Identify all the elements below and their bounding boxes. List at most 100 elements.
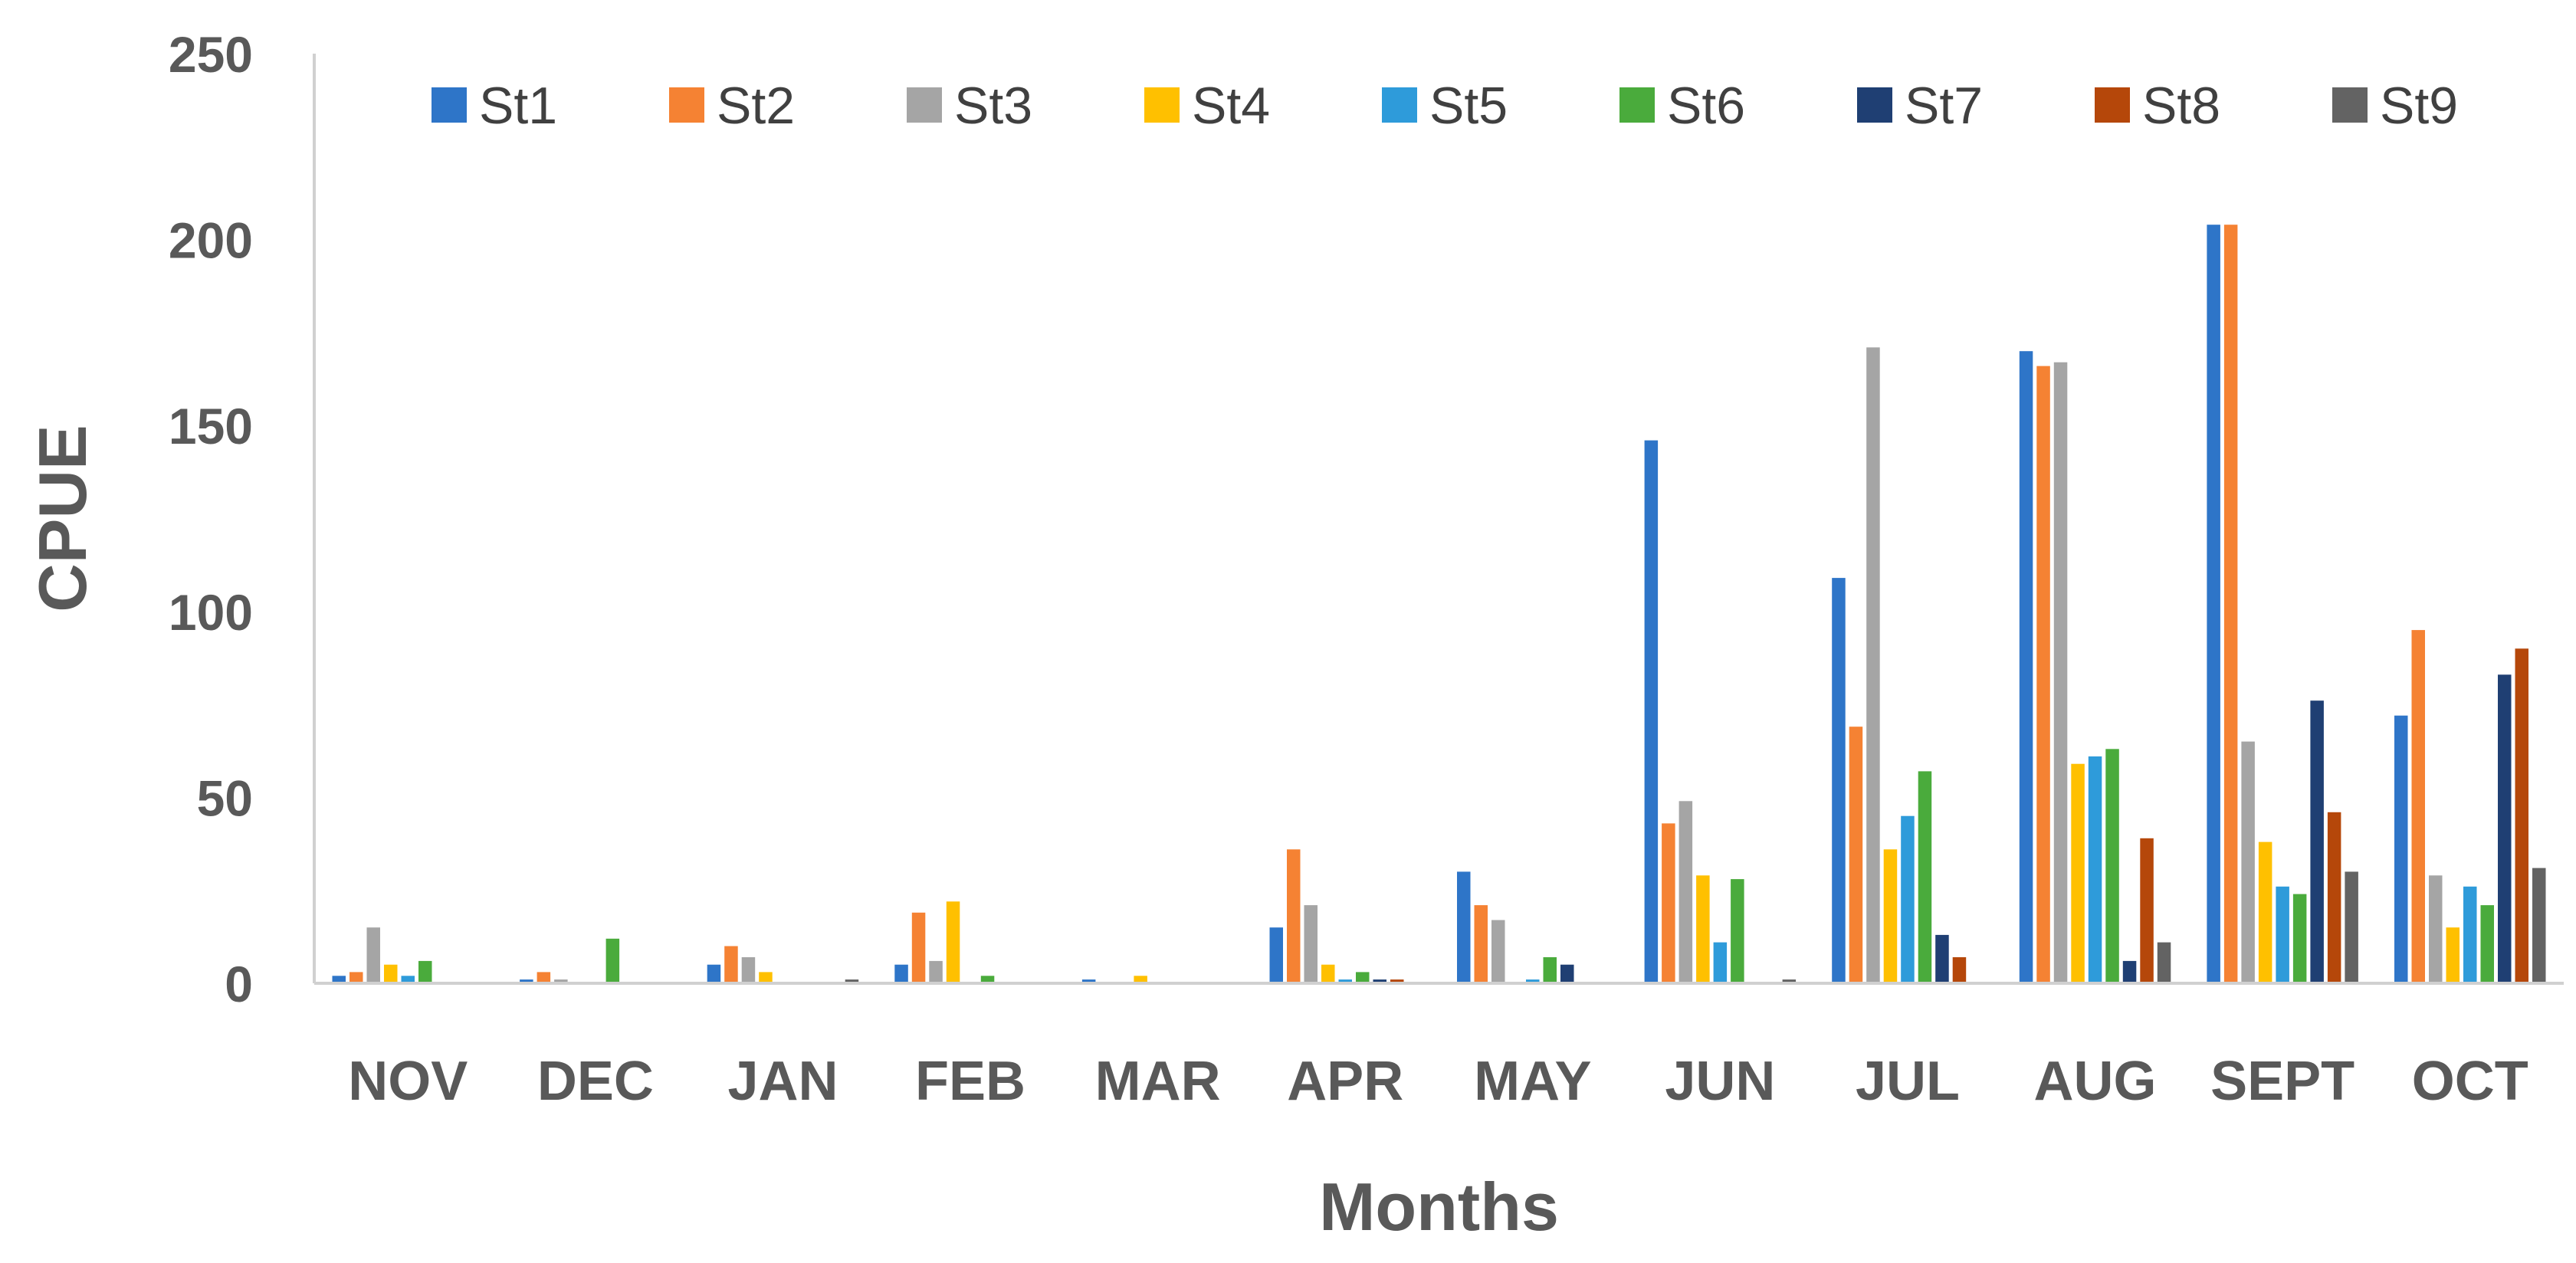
bar-st3-jul bbox=[1866, 347, 1880, 983]
bar-st3-dec bbox=[554, 979, 568, 983]
bar-st5-jul bbox=[1901, 815, 1915, 983]
bar-st1-jun bbox=[1644, 440, 1659, 983]
bar-st7-aug bbox=[2122, 960, 2137, 983]
legend: St1 St2 St3 St4 St5 St6 St7 St8 St9 bbox=[432, 77, 2458, 135]
bar-st3-sept bbox=[2241, 741, 2255, 983]
bar-st4-jul bbox=[1883, 849, 1898, 983]
bar-st7-sept bbox=[2310, 700, 2324, 983]
bar-st5-oct bbox=[2463, 886, 2477, 983]
bar-st9-aug bbox=[2157, 942, 2171, 983]
bar-st2-jan bbox=[724, 946, 738, 983]
legend-item-st7: St7 bbox=[1857, 77, 1983, 135]
bar-st1-oct bbox=[2394, 715, 2408, 983]
bar-st6-aug bbox=[2105, 749, 2119, 983]
bar-st6-nov bbox=[418, 960, 432, 983]
bar-st2-may bbox=[1474, 905, 1488, 983]
legend-item-st4: St4 bbox=[1144, 77, 1270, 135]
legend-swatch bbox=[1382, 87, 1417, 123]
bar-st6-jun bbox=[1731, 879, 1744, 983]
bar-st3-jun bbox=[1679, 801, 1693, 983]
bar-st5-nov bbox=[401, 976, 415, 983]
bar-st7-jul bbox=[1935, 934, 1949, 983]
bar-st2-feb bbox=[911, 912, 926, 983]
bar-st4-feb bbox=[946, 901, 960, 983]
bar-st4-jan bbox=[759, 972, 773, 983]
bar-st3-may bbox=[1491, 920, 1505, 983]
bar-st2-aug bbox=[2036, 366, 2050, 984]
bar-st3-jan bbox=[741, 957, 756, 983]
bar-st4-mar bbox=[1134, 976, 1147, 983]
bar-st7-oct bbox=[2498, 674, 2512, 983]
bar-st3-apr bbox=[1304, 905, 1318, 983]
bar-st4-nov bbox=[384, 964, 398, 983]
bar-st7-may bbox=[1560, 964, 1574, 983]
legend-label: St6 bbox=[1667, 77, 1745, 135]
bar-st1-jan bbox=[707, 964, 721, 983]
y-tick-label: 150 bbox=[169, 398, 253, 454]
bar-st4-aug bbox=[2071, 763, 2085, 983]
x-axis-title: Months bbox=[1319, 1169, 1559, 1245]
y-tick-label: 50 bbox=[197, 769, 253, 826]
bar-st1-mar bbox=[1081, 979, 1096, 983]
bar-st9-sept bbox=[2345, 871, 2358, 983]
bar-st8-aug bbox=[2140, 838, 2154, 983]
bar-st4-sept bbox=[2258, 841, 2272, 983]
bar-st1-dec bbox=[520, 979, 533, 983]
bar-st3-nov bbox=[366, 927, 380, 983]
legend-swatch bbox=[1857, 87, 1892, 123]
legend-swatch bbox=[2332, 87, 2368, 123]
bar-st2-jun bbox=[1662, 823, 1675, 983]
bar-st1-sept bbox=[2207, 225, 2220, 983]
legend-label: St7 bbox=[1905, 77, 1983, 135]
x-tick-label: JAN bbox=[727, 1051, 838, 1112]
y-tick-label: 200 bbox=[169, 212, 253, 269]
bar-st4-oct bbox=[2446, 927, 2460, 983]
bar-st6-sept bbox=[2292, 894, 2307, 983]
legend-swatch bbox=[432, 87, 467, 123]
bar-st2-jul bbox=[1849, 727, 1863, 983]
bar-st6-apr bbox=[1356, 972, 1370, 983]
legend-swatch bbox=[1144, 87, 1180, 123]
bar-st4-jun bbox=[1696, 875, 1710, 983]
bar-st5-may bbox=[1526, 979, 1540, 983]
bar-st2-sept bbox=[2223, 225, 2238, 983]
bar-st2-nov bbox=[349, 972, 363, 983]
bar-st5-apr bbox=[1338, 979, 1352, 983]
bar-st2-oct bbox=[2411, 630, 2425, 983]
legend-item-st5: St5 bbox=[1382, 77, 1508, 135]
legend-item-st6: St6 bbox=[1619, 77, 1745, 135]
bar-st5-jun bbox=[1713, 942, 1728, 983]
bar-st2-apr bbox=[1287, 849, 1301, 983]
bar-st5-sept bbox=[2276, 886, 2289, 983]
bar-st8-oct bbox=[2515, 648, 2528, 983]
legend-label: St5 bbox=[1429, 77, 1508, 135]
x-tick-label: AUG bbox=[2034, 1051, 2157, 1112]
bar-st2-dec bbox=[537, 972, 551, 983]
bar-st9-jan bbox=[845, 979, 859, 983]
y-tick-label: 250 bbox=[169, 26, 253, 83]
bar-st3-oct bbox=[2429, 875, 2443, 983]
bar-st3-aug bbox=[2053, 362, 2068, 983]
x-tick-label: NOV bbox=[348, 1051, 468, 1112]
bar-st6-dec bbox=[605, 938, 620, 983]
x-tick-label: OCT bbox=[2412, 1051, 2528, 1112]
x-tick-label: FEB bbox=[915, 1051, 1025, 1112]
x-tick-label: MAY bbox=[1474, 1051, 1591, 1112]
legend-item-st3: St3 bbox=[907, 77, 1032, 135]
bar-st1-apr bbox=[1269, 927, 1283, 983]
legend-item-st8: St8 bbox=[2095, 77, 2220, 135]
y-axis-ticks: 0 50 100 150 200 250 bbox=[169, 26, 253, 1012]
x-tick-label: JUL bbox=[1856, 1051, 1960, 1112]
legend-label: St9 bbox=[2380, 77, 2458, 135]
bar-st1-aug bbox=[2019, 351, 2033, 983]
x-tick-label: JUN bbox=[1665, 1051, 1775, 1112]
x-tick-label: DEC bbox=[537, 1051, 654, 1112]
legend-swatch bbox=[907, 87, 942, 123]
legend-label: St2 bbox=[717, 77, 795, 135]
bar-st3-feb bbox=[929, 960, 943, 983]
y-tick-label: 0 bbox=[225, 956, 253, 1012]
legend-item-st2: St2 bbox=[669, 77, 795, 135]
bar-st7-apr bbox=[1373, 979, 1386, 983]
bar-st1-jul bbox=[1832, 578, 1846, 983]
